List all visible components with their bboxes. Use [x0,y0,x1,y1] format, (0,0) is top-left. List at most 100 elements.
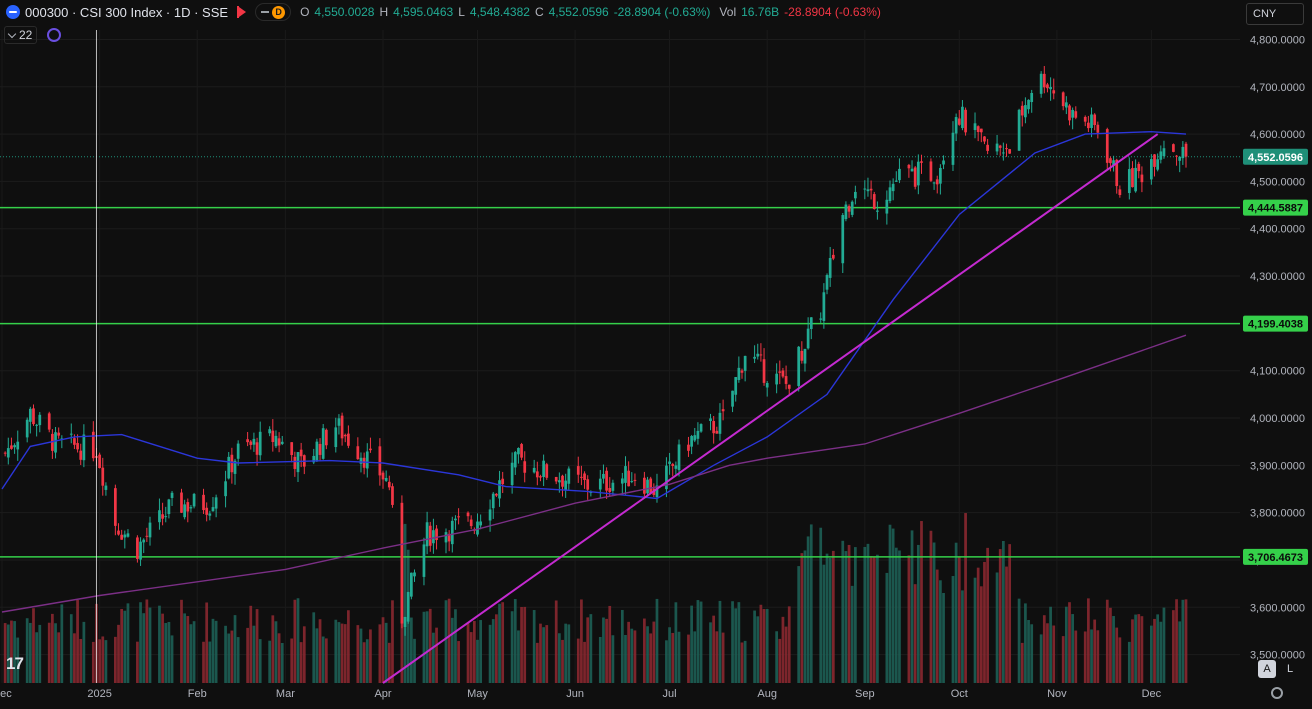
volume-value: 16.76B [741,5,780,19]
time-tick-label: Apr [374,688,391,700]
candle-body [501,478,505,485]
indicator-row: 22 [4,26,62,44]
volume-change: -28.8904 (-0.63%) [784,5,881,19]
volume-bar [1061,636,1065,683]
volume-bar [1042,615,1046,683]
indicators-toggle[interactable]: 22 [4,26,38,44]
candle-body [183,504,186,518]
volume-bar [510,611,514,683]
candle-body [1017,109,1021,151]
candle-body [1153,154,1156,167]
candle-body [545,464,549,478]
candle-body [120,534,124,540]
candle-body [211,507,215,512]
volume-bar [762,609,766,683]
candle-body [844,204,848,220]
trendline-segment [382,133,1159,684]
candle-body [324,429,328,446]
volume-bar [964,513,967,683]
volume-bar [554,600,558,683]
indicator-ring-icon[interactable] [47,28,62,42]
candle-body [715,430,719,434]
candle-body [498,480,501,499]
volume-bar [671,632,675,683]
time-axis[interactable]: Dec 2025 Feb Mar Apr May Jun Jul Aug Sep Oct Nov Dec [0,688,1162,700]
volume-bar [271,615,275,683]
time-tick-label: Dec [1142,688,1162,700]
volume-bar [756,616,760,683]
volume-bar [825,553,829,683]
time-tick-label: 2025 [87,688,111,700]
candle-body [986,144,989,151]
volume-bar [35,632,38,683]
candle-body [101,467,105,486]
candle-body [1105,129,1109,163]
candle-body [696,430,700,439]
volume-bar [580,599,583,683]
candle-body [227,456,231,479]
volume-bar [935,569,939,683]
moving-average-line [1,130,1187,500]
volume-bar [652,621,656,683]
candle-body [180,492,183,513]
auto-scale-button[interactable]: A [1258,660,1276,678]
candle-body [126,533,130,537]
hline-price-tag: 4,444.5887 [1248,203,1303,215]
volume-bar [876,554,879,683]
candle-body [91,431,95,459]
candle-body [580,476,583,478]
candle-body [35,424,38,426]
volume-bar [910,530,914,683]
volume-bar [280,642,284,683]
symbol-title[interactable]: 000300 · CSI 300 Index · 1D · SSE [25,4,229,20]
candle-body [136,537,139,559]
volume-bar [161,613,164,683]
candle-body [312,455,316,463]
candle-body [1039,73,1043,94]
candle-body [523,461,527,473]
volume-bar [806,536,810,683]
candle-body [1175,155,1178,157]
candle-body [888,187,892,202]
gear-icon[interactable] [1271,687,1283,699]
candle-body [721,409,725,412]
price-tick-label: 4,600.0000 [1250,129,1305,141]
candle-body [495,493,498,496]
volume-bar [740,642,744,683]
volume-bar [961,590,964,683]
volume-bar [951,576,955,683]
log-scale-button[interactable]: L [1286,663,1294,675]
candle-body [787,384,791,389]
volume-bar [469,632,473,683]
volume-bar [233,615,237,683]
candle-body [567,468,571,484]
volume-bar [1005,566,1008,683]
candle-body [907,164,911,169]
candle-body [365,451,369,469]
symbol-legend[interactable]: 000300 · CSI 300 Index · 1D · SSE D O 4,5… [6,3,881,21]
currency-button[interactable]: CNY [1246,3,1304,25]
volume-bar [1083,631,1087,683]
candle-body [712,421,716,434]
price-tick-label: 3,800.0000 [1250,508,1305,520]
interval-pill[interactable]: D [255,3,292,21]
candle-body [1172,144,1175,152]
trendline[interactable] [382,133,1159,684]
volume-bar [1024,603,1027,683]
horizontal-lines[interactable] [0,156,1240,558]
price-tick-label: 4,800.0000 [1250,34,1305,46]
tradingview-logo-icon[interactable]: 17 [6,654,24,673]
volume-bar [809,524,813,683]
candle-body [983,136,986,142]
flag-icon[interactable] [237,6,247,18]
candle-body [819,318,823,320]
volume-bar [164,623,168,683]
volume-label: Vol [719,5,737,19]
candle-body [1150,159,1153,180]
candle-body [57,432,61,436]
candle-body [655,485,659,498]
volume-bar [1064,606,1068,683]
candle-body [104,485,108,490]
volume-bar [183,613,186,683]
